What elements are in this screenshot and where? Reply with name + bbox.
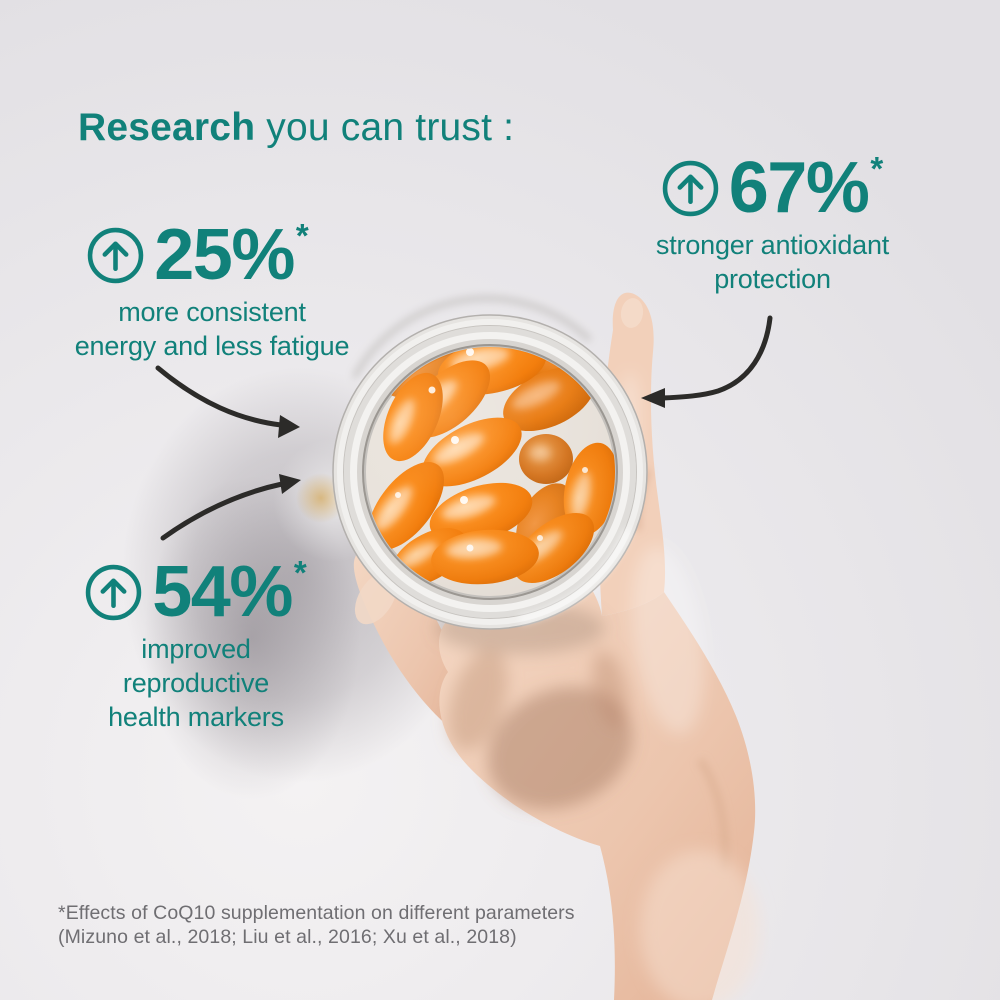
page-title-bold: Research bbox=[78, 106, 256, 149]
stat-energy-value: 25%* bbox=[154, 215, 309, 295]
stat-reproductive-value: 54%* bbox=[152, 552, 307, 632]
curved-arrow-antioxidant-icon bbox=[641, 315, 773, 408]
stat-antioxidant: 67%* stronger antioxidant protection bbox=[615, 152, 930, 296]
annotation-arrows bbox=[155, 315, 773, 541]
asterisk: * bbox=[293, 554, 307, 591]
stat-antioxidant-value: 67%* bbox=[728, 148, 884, 228]
hand-shading bbox=[435, 602, 633, 810]
supplement-jar-photo bbox=[332, 295, 648, 630]
index-fingernail bbox=[620, 298, 644, 328]
stat-reproductive-caption: improved reproductive health markers bbox=[108, 634, 284, 732]
stat-energy-row: 25%* bbox=[38, 219, 358, 291]
curved-arrow-energy-icon bbox=[155, 365, 300, 438]
asterisk: * bbox=[870, 150, 884, 187]
glass-reflection bbox=[366, 348, 614, 596]
footnote-line-1: *Effects of CoQ10 supplementation on dif… bbox=[58, 902, 575, 924]
stat-reproductive-row: 54%* bbox=[40, 556, 352, 628]
stat-energy-caption: more consistent energy and less fatigue bbox=[74, 297, 350, 361]
footnote-line-2: (Mizuno et al., 2018; Liu et al., 2016; … bbox=[58, 926, 517, 948]
circle-arrow-up-icon bbox=[662, 160, 719, 217]
footnote: *Effects of CoQ10 supplementation on dif… bbox=[58, 901, 575, 949]
stat-energy: 25%* more consistent energy and less fat… bbox=[52, 219, 372, 363]
curved-arrow-reproductive-icon bbox=[160, 474, 301, 541]
page-title-rest: you can trust : bbox=[255, 106, 515, 149]
asterisk: * bbox=[295, 217, 309, 254]
stat-antioxidant-row: 67%* bbox=[615, 152, 930, 224]
page-title: Research you can trust : bbox=[78, 106, 514, 150]
stat-antioxidant-caption: stronger antioxidant protection bbox=[655, 230, 890, 294]
circle-arrow-up-icon bbox=[87, 227, 144, 284]
stat-reproductive: 54%* improved reproductive health marker… bbox=[40, 556, 352, 734]
circle-arrow-up-icon bbox=[85, 564, 142, 621]
